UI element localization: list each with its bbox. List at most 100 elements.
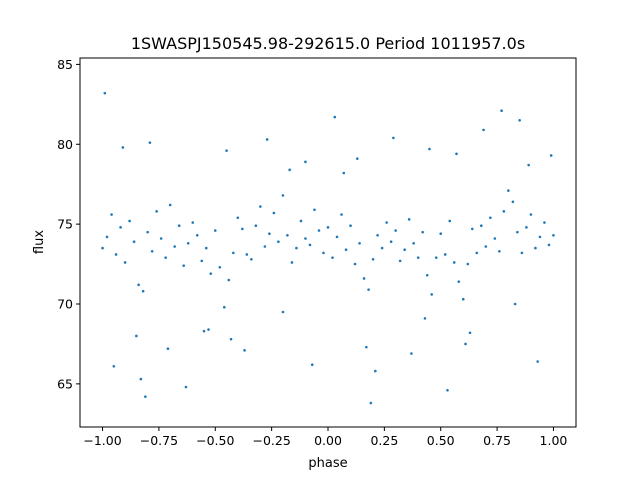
data-point — [466, 262, 470, 266]
data-point — [470, 227, 474, 231]
data-point — [132, 240, 136, 243]
data-point — [144, 395, 147, 398]
data-point — [371, 257, 375, 261]
data-point — [148, 141, 152, 144]
data-point — [518, 119, 521, 122]
data-point — [281, 310, 285, 314]
data-point — [543, 221, 546, 224]
data-point — [457, 280, 461, 283]
x-tick-label: −0.75 — [140, 433, 178, 448]
data-point — [475, 251, 479, 255]
data-point — [177, 224, 181, 228]
data-point — [218, 265, 222, 269]
data-point — [392, 136, 395, 140]
data-point — [439, 232, 443, 236]
data-point — [304, 160, 307, 164]
data-point — [121, 146, 125, 149]
x-tick-label: −0.25 — [252, 433, 290, 448]
data-point — [191, 221, 195, 224]
data-point — [369, 401, 373, 405]
y-tick-label: 85 — [57, 57, 73, 72]
data-point — [299, 219, 303, 223]
data-point — [480, 224, 483, 228]
x-tick-label: 0.00 — [314, 433, 342, 448]
data-point — [340, 213, 343, 216]
data-point — [423, 317, 427, 320]
data-point — [243, 349, 246, 352]
data-point — [349, 224, 352, 228]
x-axis-ticks: −1.00 −0.75 −0.50 −0.25 0.00 0.25 0.50 0.75 1.00 — [83, 427, 567, 448]
data-point — [119, 226, 122, 229]
data-point — [310, 363, 314, 367]
data-point — [229, 337, 233, 341]
data-point — [511, 200, 515, 204]
y-tick-label: 65 — [57, 376, 73, 391]
data-point — [123, 261, 127, 264]
data-point — [268, 232, 271, 236]
x-axis-label: phase — [308, 456, 347, 471]
data-point — [403, 248, 406, 251]
chart-title: 1SWASPJ150545.98-292615.0 Period 1011957… — [131, 34, 525, 53]
data-point — [146, 230, 149, 234]
data-point — [186, 242, 190, 245]
data-point — [434, 256, 438, 259]
data-point — [482, 128, 485, 132]
data-point — [290, 261, 294, 264]
data-point — [114, 253, 118, 256]
data-point — [155, 210, 158, 213]
data-point — [358, 242, 361, 245]
data-point — [520, 251, 524, 255]
data-point — [443, 253, 447, 256]
data-point — [407, 218, 411, 221]
data-point — [430, 293, 434, 296]
data-point — [493, 237, 497, 240]
data-point — [376, 234, 379, 237]
data-point — [308, 243, 312, 247]
data-point — [412, 242, 415, 245]
x-tick-label: −0.50 — [196, 433, 234, 448]
data-point — [209, 272, 213, 275]
data-point — [103, 91, 107, 95]
data-point — [507, 189, 510, 192]
data-point — [333, 115, 337, 119]
data-point — [265, 138, 269, 141]
data-point — [549, 154, 553, 157]
data-point — [331, 256, 334, 259]
data-point — [263, 245, 267, 248]
data-point — [425, 273, 429, 277]
data-point — [137, 283, 140, 287]
data-point — [110, 213, 113, 216]
data-point — [225, 149, 228, 152]
data-point — [141, 289, 145, 293]
data-point — [139, 377, 143, 381]
plot-area-frame — [79, 57, 577, 428]
data-point — [272, 211, 276, 215]
data-point — [286, 234, 289, 237]
data-point — [202, 329, 206, 333]
data-point — [367, 288, 370, 291]
data-point — [182, 264, 186, 267]
y-axis-label: flux — [32, 230, 47, 254]
data-point — [538, 235, 542, 239]
data-point — [254, 224, 258, 228]
data-point — [362, 277, 366, 280]
data-point — [452, 261, 456, 264]
data-point — [527, 163, 530, 167]
data-point — [259, 205, 262, 208]
data-point — [101, 246, 104, 250]
data-point — [222, 305, 226, 309]
data-point — [184, 385, 188, 389]
data-point — [448, 219, 452, 223]
data-point — [421, 230, 424, 234]
data-point — [295, 246, 298, 250]
data-point — [389, 240, 393, 243]
data-point — [374, 369, 377, 373]
data-point — [461, 297, 465, 301]
data-point — [398, 259, 402, 263]
data-point — [277, 240, 280, 243]
data-point — [313, 208, 316, 212]
data-point — [173, 245, 176, 248]
data-point — [500, 109, 503, 113]
data-point — [128, 219, 131, 223]
